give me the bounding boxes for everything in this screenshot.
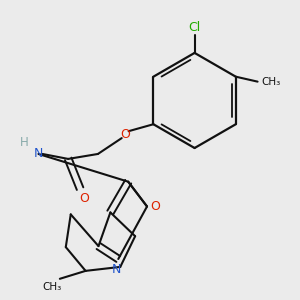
- Text: H: H: [20, 136, 29, 148]
- Text: CH₃: CH₃: [262, 76, 281, 87]
- Text: N: N: [34, 148, 43, 160]
- Text: CH₃: CH₃: [42, 282, 62, 292]
- Text: N: N: [112, 263, 121, 276]
- Text: O: O: [121, 128, 130, 141]
- Text: O: O: [79, 192, 89, 205]
- Text: Cl: Cl: [188, 21, 201, 34]
- Text: O: O: [150, 200, 160, 213]
